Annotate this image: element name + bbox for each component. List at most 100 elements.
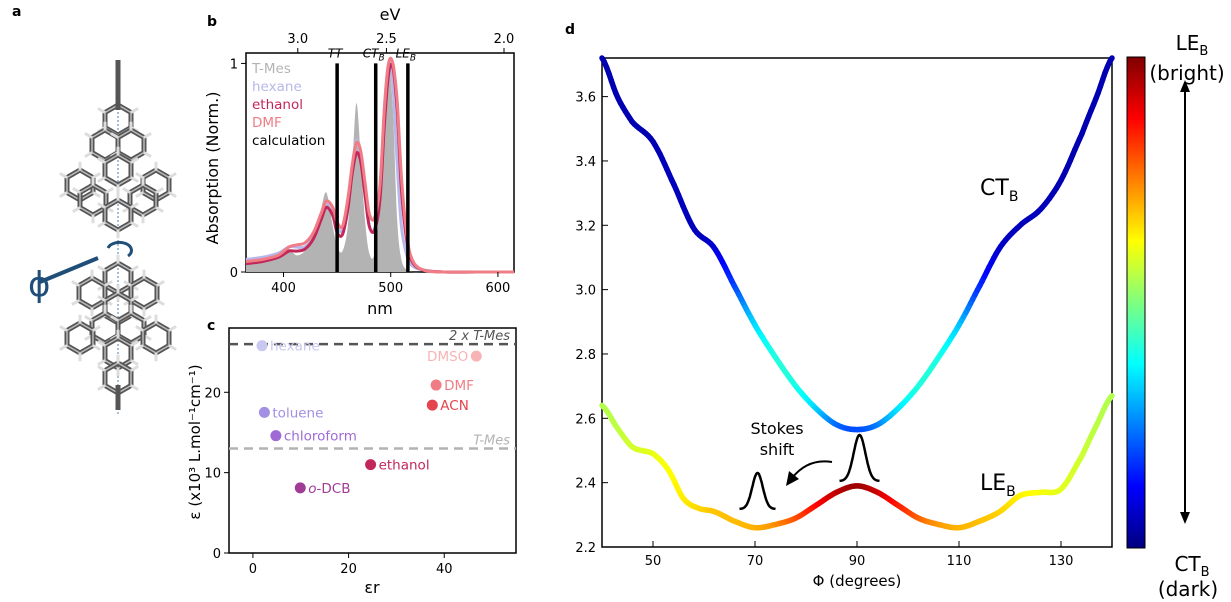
hydrogen-bond bbox=[143, 132, 152, 139]
hydrogen-bond bbox=[72, 206, 81, 213]
hydrogen-bond bbox=[97, 265, 106, 272]
panel-d-xtick-label: 130 bbox=[1049, 554, 1074, 569]
hydrogen-bond bbox=[135, 325, 144, 332]
aromatic-ring-highlight bbox=[78, 277, 106, 309]
absorption-gaussian bbox=[839, 433, 880, 483]
calc-stick-label-2: CTB bbox=[363, 46, 385, 63]
stokes-shift-annotation: Stokes shift bbox=[739, 419, 880, 511]
colorbar-top-note: (bright) bbox=[1149, 61, 1224, 85]
point-dmf bbox=[430, 379, 442, 391]
panel-c-ytick-label: 0 bbox=[213, 547, 221, 562]
hydrogen-bond bbox=[97, 221, 106, 228]
hydrogen-bond bbox=[97, 295, 106, 302]
panel-b-xtick-label: 400 bbox=[271, 281, 296, 296]
hydrogen-bond bbox=[110, 132, 119, 139]
reference-line-label-1: 2 x T-Mes bbox=[449, 329, 510, 344]
hydrogen-bond bbox=[156, 299, 165, 306]
point-o-dcb bbox=[294, 482, 306, 494]
hydrogen-bond bbox=[92, 191, 101, 198]
panel-b-ytick-label: 1 bbox=[230, 57, 238, 72]
colorbar: LEB (bright) CTB (dark) bbox=[1126, 31, 1225, 601]
hydrogen-bond bbox=[130, 340, 139, 347]
colorbar-gradient bbox=[1126, 56, 1146, 549]
panel-b-y-axis-label: Absorption (Norm.) bbox=[203, 92, 222, 245]
panel-d-axes-frame bbox=[601, 57, 1113, 548]
panel-c-letter: c bbox=[207, 318, 215, 334]
rotation-arrow bbox=[106, 240, 133, 258]
hydrogen-bond bbox=[130, 265, 139, 272]
panel-c-ytick-label: 20 bbox=[204, 386, 221, 401]
point-hexane bbox=[256, 340, 268, 352]
hydrogen-bond bbox=[105, 187, 114, 194]
panel-b-top-tick-label: 2.5 bbox=[376, 32, 397, 47]
colorbar-bottom-note: (dark) bbox=[1158, 577, 1218, 601]
panel-c-xtick-label: 0 bbox=[249, 562, 257, 577]
hydrogen-bond bbox=[84, 151, 93, 158]
panel-d-ytick-label: 2.8 bbox=[575, 348, 596, 363]
point-toluene bbox=[258, 406, 270, 418]
panel-b-letter: b bbox=[207, 14, 217, 30]
panel-c-xtick-label: 40 bbox=[436, 562, 453, 577]
aromatic-ring-highlight bbox=[130, 277, 158, 309]
hydrogen-bond bbox=[155, 187, 164, 194]
hydrogen-bond bbox=[168, 325, 177, 332]
point-label-acn: ACN bbox=[440, 398, 469, 414]
hydrogen-bond bbox=[168, 191, 177, 198]
colorbar-top-label: LEB bbox=[1176, 31, 1209, 59]
phi-label: ϕ bbox=[28, 265, 50, 305]
phi-indicator-line bbox=[39, 256, 99, 284]
panel-b-absorption-plot: eV nm Absorption (Norm.) TT CTB LEB 400 500… bbox=[203, 5, 515, 318]
curve-ct-b bbox=[599, 55, 1115, 433]
hydrogen-bond bbox=[84, 315, 93, 322]
curve-label-le: LEB bbox=[980, 471, 1016, 500]
panel-d-xtick-label: 50 bbox=[645, 554, 662, 569]
hydrogen-bond bbox=[168, 344, 177, 351]
hydrogen-bond bbox=[135, 191, 144, 198]
panel-d-xtick-label: 70 bbox=[747, 554, 764, 569]
panel-b-top-tick-label: 3.0 bbox=[287, 32, 308, 47]
hydrogen-bond bbox=[97, 157, 106, 164]
hydrogen-bond bbox=[130, 107, 139, 114]
hydrogen-bond bbox=[110, 315, 119, 322]
legend-entry-dmf: DMF bbox=[252, 115, 282, 131]
panel-d-ytick-label: 2.2 bbox=[575, 541, 596, 556]
hydrogen-bond bbox=[130, 365, 139, 372]
point-label-hexane: hexane bbox=[270, 339, 320, 355]
hydrogen-bond bbox=[97, 107, 106, 114]
hydrogen-bond bbox=[130, 221, 139, 228]
panel-b-xtick-label: 500 bbox=[378, 281, 403, 296]
hydrogen-bond bbox=[97, 359, 106, 366]
hydrogen-bond bbox=[104, 280, 113, 287]
point-label-dmf: DMF bbox=[444, 378, 474, 394]
calc-stick-label-1: TT bbox=[328, 46, 344, 60]
curve-le-b bbox=[599, 393, 1115, 531]
hydrogen-bond bbox=[168, 172, 177, 179]
hydrogen-bond bbox=[130, 295, 139, 302]
panel-d-xtick-label: 110 bbox=[947, 554, 972, 569]
hydrogen-bond bbox=[59, 344, 68, 351]
hydrogen-bond bbox=[155, 206, 164, 213]
panel-d-ytick-label: 3.2 bbox=[575, 219, 596, 234]
hydrogen-bond bbox=[92, 344, 101, 351]
hydrogen-bond bbox=[72, 187, 81, 194]
point-ethanol bbox=[365, 459, 377, 471]
panel-c-axes-frame bbox=[228, 327, 517, 554]
panel-c-y-axis-label: ε (x10³ L.mol⁻¹cm⁻¹) bbox=[186, 364, 204, 519]
stokes-shift-arrowhead bbox=[786, 471, 799, 486]
hydrogen-bond bbox=[130, 157, 139, 164]
hydrogen-bond bbox=[59, 191, 68, 198]
point-label-o-dcb: o-DCB bbox=[308, 481, 350, 497]
panel-d-ytick-label: 2.6 bbox=[575, 412, 596, 427]
hydrogen-bond bbox=[130, 202, 139, 209]
hydrogen-bond bbox=[143, 315, 152, 322]
panel-b-x-axis-label: nm bbox=[367, 299, 393, 318]
panel-d-letter: d bbox=[565, 22, 575, 38]
hydrogen-bond bbox=[143, 151, 152, 158]
hydrogen-bond bbox=[71, 280, 80, 287]
curve-segment bbox=[1106, 55, 1115, 65]
hydrogen-bond bbox=[130, 384, 139, 391]
colorbar-bottom-label: CTB bbox=[1174, 552, 1209, 580]
panel-d-energy-plot: Φ (degrees) 50 70 90 110 130 2.2 2.4 2.6 2.8 3.0 3… bbox=[575, 55, 1115, 590]
point-acn bbox=[426, 399, 438, 411]
